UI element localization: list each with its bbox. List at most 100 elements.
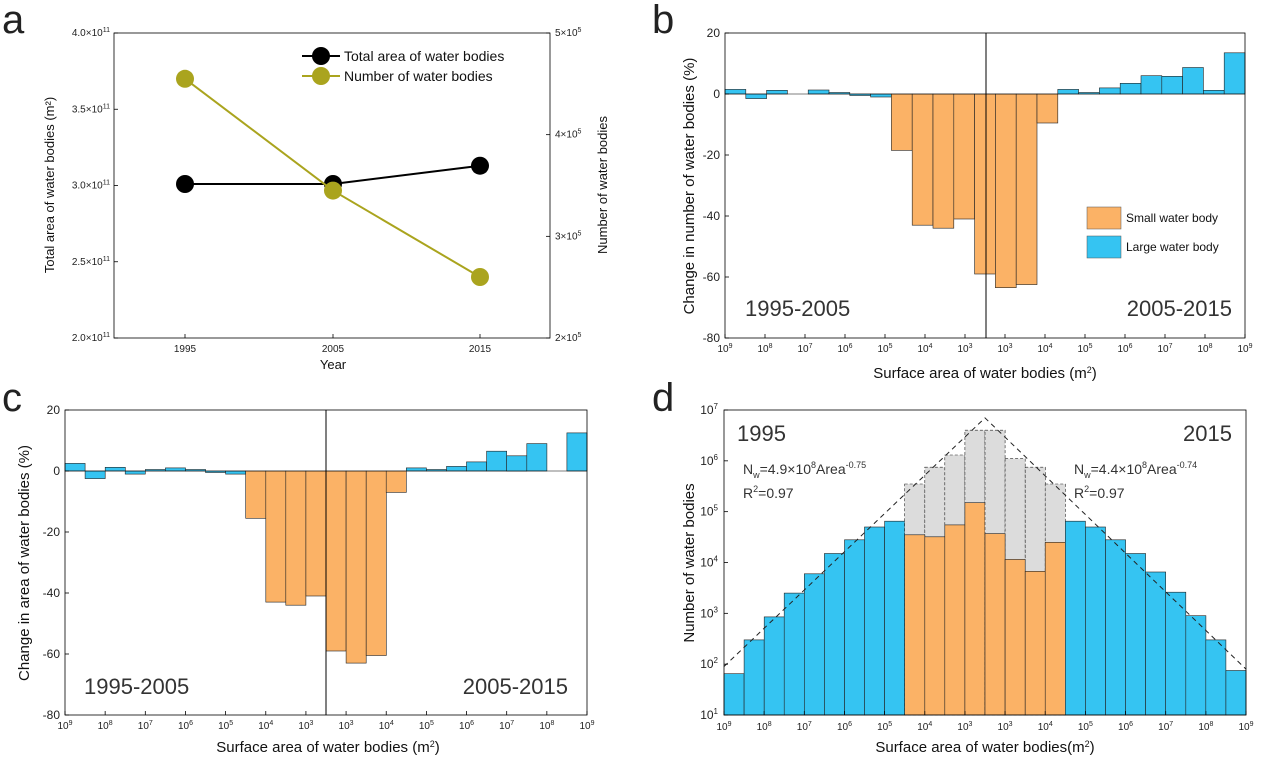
x-tick-label: 2015 <box>469 344 492 355</box>
y-tick-label: -40 <box>703 209 721 223</box>
power-law-fit-line <box>723 417 1247 670</box>
panel-c-xlabel: Surface area of water bodies (m2) <box>216 739 439 756</box>
bar-large-water-body <box>1223 52 1246 95</box>
x-tick-label: 108 <box>98 720 113 732</box>
y-tick-label: 103 <box>700 605 718 620</box>
legend-marker-total-area <box>312 47 330 65</box>
bar-small-water-body <box>365 470 387 656</box>
bar-large-water-body <box>743 639 765 716</box>
y-tick-label: 20 <box>47 403 61 417</box>
y-tick-label: -20 <box>703 148 721 162</box>
panel-b-xlabel: Surface area of water bodies (m2) <box>873 365 1096 382</box>
x-tick-label: 107 <box>138 720 153 732</box>
x-tick-label: 105 <box>877 721 892 733</box>
bar-small-water-body <box>953 93 975 220</box>
bar-large-water-body <box>1185 615 1207 716</box>
bar-small-water-body <box>924 536 946 716</box>
legend-swatch-small <box>1086 206 1122 230</box>
legend-swatch-large <box>1086 235 1122 259</box>
y-tick-label: -40 <box>43 586 61 600</box>
left-tick-label: 3.0×1011 <box>72 180 110 192</box>
x-tick-label: 104 <box>258 720 273 732</box>
data-point-total-area <box>176 175 194 193</box>
y-tick-label: 107 <box>700 402 718 417</box>
bar-large-water-body <box>1057 89 1079 95</box>
data-point-total-area <box>471 156 489 175</box>
panel-b-period-left: 1995-2005 <box>745 296 850 321</box>
bar-small-water-body <box>1004 559 1026 716</box>
legend-label-large: Large water body <box>1126 240 1219 254</box>
bar-small-water-body <box>904 534 926 716</box>
x-tick-label: 107 <box>797 343 812 355</box>
panel-b-frame <box>724 32 1246 339</box>
bar-small-water-body <box>245 470 267 519</box>
bar-large-water-body <box>1085 526 1106 716</box>
panel-label-d: d <box>652 376 674 420</box>
y-tick-label: -80 <box>703 331 721 345</box>
bar-large-water-body <box>1165 591 1187 716</box>
bar-large-water-body <box>446 466 467 472</box>
bar-large-water-body <box>486 450 508 472</box>
bar-small-water-body <box>984 533 1006 716</box>
y-tick-label: 105 <box>700 504 718 519</box>
panel-b-period-right: 2005-2015 <box>1127 296 1232 321</box>
bar-small-water-body <box>285 470 307 606</box>
x-tick-label: 109 <box>1237 343 1252 355</box>
panel-a-chart: 2.0×1011 2.5×1011 3.0×1011 3.5×1011 4.0×1011… <box>42 27 610 372</box>
data-point-number <box>324 181 342 200</box>
y-tick-label: 102 <box>700 656 718 671</box>
x-tick-label: 104 <box>917 343 932 355</box>
panel-a-xlabel: Year <box>320 357 347 372</box>
x-tick-label: 107 <box>797 721 812 733</box>
bar-large-water-body <box>870 93 892 98</box>
x-tick-label: 106 <box>1118 721 1133 733</box>
bar-small-water-body <box>932 93 955 229</box>
x-tick-label: 104 <box>1038 721 1053 733</box>
data-point-number <box>176 69 194 88</box>
x-tick-label: 103 <box>298 720 313 732</box>
x-tick-label: 106 <box>459 720 474 732</box>
x-tick-label: 1995 <box>174 344 197 355</box>
panel-c-period-left: 1995-2005 <box>84 674 189 699</box>
x-tick-label: 109 <box>717 343 732 355</box>
bar-large-water-body <box>1225 670 1247 716</box>
bar-large-water-body <box>1140 75 1163 95</box>
panel-b-chart: 20 0 -20 -40 -60 -80 109 108 107 106 105 104 103 103… <box>681 26 1253 382</box>
bar-large-water-body <box>724 89 747 95</box>
x-tick-label: 105 <box>1077 343 1092 355</box>
bar-small-water-body <box>911 93 934 226</box>
bar-large-water-body <box>405 467 427 472</box>
bar-small-water-body <box>944 524 966 716</box>
bar-small-water-body <box>265 470 287 603</box>
x-tick-label: 103 <box>997 343 1012 355</box>
bar-large-water-body <box>566 432 588 472</box>
y-tick-label: 0 <box>713 87 720 101</box>
bar-large-water-body <box>864 526 885 716</box>
panel-a-ylabel-right: Number of water bodies <box>595 115 610 254</box>
x-tick-label: 108 <box>1197 343 1212 355</box>
x-tick-label: 106 <box>837 721 852 733</box>
bar-large-water-body <box>1065 520 1086 716</box>
bar-large-water-body <box>824 553 845 716</box>
bar-large-water-body <box>165 467 186 472</box>
x-tick-label: 105 <box>419 720 434 732</box>
bar-large-water-body <box>1182 67 1204 95</box>
x-tick-label: 109 <box>1238 721 1253 733</box>
legend-marker-number <box>312 67 330 85</box>
x-tick-label: 2005 <box>322 344 345 355</box>
legend-label-total-area: Total area of water bodies <box>344 48 504 64</box>
right-tick-label: 3×105 <box>555 230 582 242</box>
bar-large-water-body <box>64 463 86 472</box>
x-tick-label: 103 <box>957 721 972 733</box>
legend-label-number: Number of water bodies <box>344 68 493 84</box>
x-tick-label: 103 <box>339 720 354 732</box>
x-tick-label: 106 <box>1117 343 1132 355</box>
bar-large-water-body <box>124 470 146 475</box>
bar-large-water-body <box>506 455 528 472</box>
left-tick-label: 3.5×1011 <box>72 103 110 115</box>
y-tick-label: 0 <box>53 464 60 478</box>
right-tick-label: 2×105 <box>555 332 582 344</box>
legend-label-small: Small water body <box>1126 211 1218 225</box>
data-point-number <box>471 268 489 286</box>
x-tick-label: 109 <box>716 721 731 733</box>
